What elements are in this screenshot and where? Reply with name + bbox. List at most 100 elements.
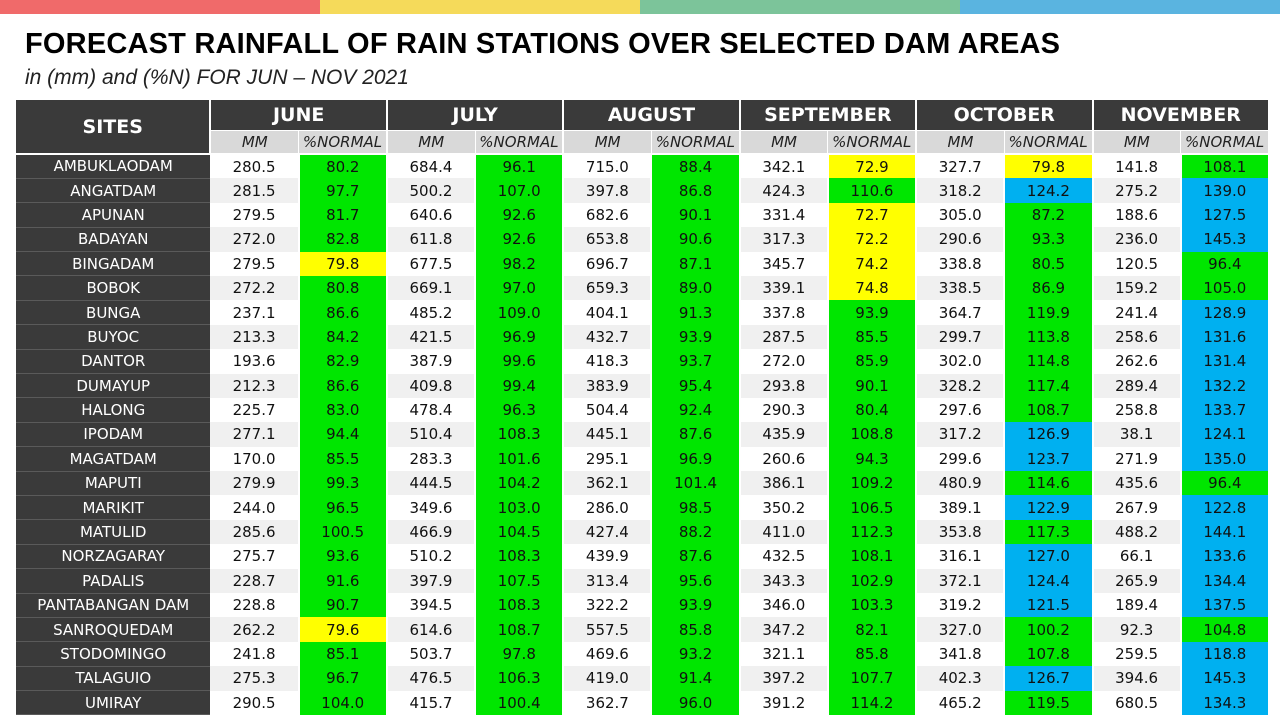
- pct-normal-cell: 96.3: [474, 397, 565, 423]
- table-row: DUMAYUP 212.3 86.6 409.8 99.4 383.9 95.4 293.8 9…: [16, 373, 1271, 399]
- mm-value-cell: 478.4: [386, 397, 476, 423]
- mm-value-cell: 485.2: [386, 300, 476, 325]
- pct-normal-subheader: %NORMAL: [1180, 130, 1271, 154]
- table-row: BUNGA 237.1 86.6 485.2 109.0 404.1 91.3 337.8 93…: [16, 300, 1271, 326]
- pct-normal-cell: 99.3: [297, 471, 388, 496]
- mm-value-cell: 353.8: [916, 519, 1005, 545]
- site-name-cell: PANTABANGAN DAM: [16, 593, 211, 618]
- mm-value-cell: 362.1: [563, 471, 652, 496]
- mm-value-cell: 682.6: [563, 202, 652, 228]
- pct-normal-cell: 85.5: [826, 324, 918, 350]
- mm-value-cell: 258.8: [1092, 397, 1181, 423]
- pct-normal-cell: 133.7: [1179, 397, 1271, 423]
- pct-normal-cell: 87.6: [650, 544, 741, 569]
- pct-normal-cell: 93.7: [650, 349, 741, 374]
- table-row: AMBUKLAODAM 280.5 80.2 684.4 96.1 715.0 88.4 34…: [16, 154, 1271, 179]
- mm-value-cell: 342.1: [739, 154, 828, 179]
- mm-value-cell: 267.9: [1092, 495, 1181, 520]
- pct-normal-cell: 104.5: [474, 519, 565, 545]
- mm-value-cell: 260.6: [739, 446, 828, 472]
- mm-value-cell: 289.4: [1092, 373, 1181, 398]
- pct-normal-cell: 91.4: [650, 666, 741, 691]
- mm-value-cell: 228.8: [210, 593, 299, 618]
- table-row: BINGADAM 279.5 79.8 677.5 98.2 696.7 87.1 345.7…: [16, 251, 1271, 277]
- mm-value-cell: 272.2: [210, 275, 299, 301]
- pct-normal-cell: 107.0: [474, 178, 565, 203]
- mm-value-cell: 287.5: [739, 324, 828, 350]
- pct-normal-cell: 92.6: [474, 202, 565, 228]
- pct-normal-cell: 124.1: [1179, 422, 1271, 447]
- table-row: IPODAM 277.1 94.4 510.4 108.3 445.1 87.6 435.9 1…: [16, 422, 1271, 448]
- mm-value-cell: 275.2: [1092, 178, 1181, 203]
- mm-value-cell: 372.1: [916, 568, 1005, 594]
- pct-normal-cell: 109.0: [474, 300, 565, 325]
- mm-value-cell: 391.2: [739, 690, 828, 715]
- mm-value-cell: 404.1: [563, 300, 652, 325]
- pct-normal-cell: 74.2: [826, 251, 918, 276]
- mm-value-cell: 488.2: [1092, 519, 1181, 545]
- mm-value-cell: 696.7: [563, 251, 652, 276]
- pct-normal-cell: 85.9: [826, 349, 918, 374]
- mm-subheader: MM: [1092, 130, 1182, 154]
- mm-value-cell: 445.1: [563, 422, 652, 447]
- pct-normal-cell: 86.8: [650, 178, 741, 203]
- table-row: ANGATDAM 281.5 97.7 500.2 107.0 397.8 86.8 424.…: [16, 178, 1271, 204]
- site-name-cell: BADAYAN: [16, 227, 211, 253]
- top-bar-segment-red: [0, 0, 320, 14]
- pct-normal-cell: 87.2: [1003, 202, 1094, 228]
- site-name-cell: DUMAYUP: [16, 373, 211, 399]
- mm-value-cell: 277.1: [210, 422, 299, 447]
- mm-value-cell: 677.5: [386, 251, 476, 276]
- pct-normal-cell: 82.1: [826, 617, 918, 642]
- pct-normal-subheader: %NORMAL: [475, 130, 565, 154]
- site-name-cell: IPODAM: [16, 422, 211, 448]
- pct-normal-cell: 114.8: [1003, 349, 1094, 374]
- site-name-cell: ANGATDAM: [16, 178, 211, 204]
- pct-normal-subheader: %NORMAL: [651, 130, 741, 154]
- pct-normal-cell: 97.7: [297, 178, 388, 203]
- pct-normal-cell: 107.8: [1003, 641, 1094, 667]
- mm-value-cell: 297.6: [916, 397, 1005, 423]
- mm-value-cell: 283.3: [386, 446, 476, 472]
- mm-value-cell: 189.4: [1092, 593, 1181, 618]
- pct-normal-cell: 79.8: [297, 251, 388, 276]
- site-name-cell: AMBUKLAODAM: [16, 154, 211, 179]
- mm-value-cell: 328.2: [916, 373, 1005, 398]
- mm-subheader: MM: [739, 130, 829, 154]
- pct-normal-cell: 133.6: [1179, 544, 1271, 569]
- mm-value-cell: 503.7: [386, 641, 476, 667]
- mm-value-cell: 343.3: [739, 568, 828, 594]
- pct-normal-subheader: %NORMAL: [827, 130, 918, 154]
- mm-subheader: MM: [386, 130, 476, 154]
- mm-value-cell: 415.7: [386, 690, 476, 715]
- table-row: BUYOC 213.3 84.2 421.5 96.9 432.7 93.9 287.5 85.…: [16, 324, 1271, 350]
- table-row: SANROQUEDAM 262.2 79.6 614.6 108.7 557.5 85.8 3…: [16, 617, 1271, 643]
- pct-normal-cell: 108.7: [1003, 397, 1094, 423]
- pct-normal-cell: 122.9: [1003, 495, 1094, 520]
- mm-value-cell: 611.8: [386, 227, 476, 252]
- table-row: BOBOK 272.2 80.8 669.1 97.0 659.3 89.0 339.1 74.…: [16, 275, 1271, 301]
- pct-normal-cell: 86.9: [1003, 275, 1094, 301]
- pct-normal-cell: 106.5: [826, 495, 918, 520]
- pct-normal-cell: 87.1: [650, 251, 741, 276]
- mm-value-cell: 387.9: [386, 349, 476, 374]
- pct-normal-cell: 80.8: [297, 275, 388, 301]
- mm-value-cell: 237.1: [210, 300, 299, 325]
- pct-normal-cell: 108.3: [474, 422, 565, 447]
- pct-normal-cell: 114.2: [826, 690, 918, 715]
- site-name-cell: HALONG: [16, 397, 211, 423]
- pct-normal-cell: 124.4: [1003, 568, 1094, 594]
- site-name-cell: NORZAGARAY: [16, 544, 211, 570]
- pct-normal-cell: 95.4: [650, 373, 741, 398]
- month-header-row: SITES JUNE JULY AUGUST SEPTEMBER OCTOBER…: [16, 100, 1270, 154]
- pct-normal-cell: 100.5: [297, 519, 388, 545]
- mm-value-cell: 397.2: [739, 666, 828, 691]
- mm-value-cell: 244.0: [210, 495, 299, 520]
- pct-normal-cell: 82.9: [297, 349, 388, 374]
- mm-value-cell: 500.2: [386, 178, 476, 203]
- pct-normal-cell: 85.8: [826, 641, 918, 667]
- pct-normal-cell: 91.6: [297, 568, 388, 594]
- pct-normal-cell: 99.6: [474, 349, 565, 374]
- top-color-bar: [0, 0, 1280, 14]
- table-row: BADAYAN 272.0 82.8 611.8 92.6 653.8 90.6 317.3 7…: [16, 227, 1271, 253]
